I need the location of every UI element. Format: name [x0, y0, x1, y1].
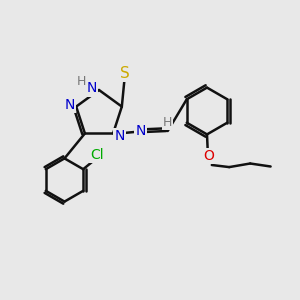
Text: Cl: Cl — [90, 148, 104, 162]
Text: N: N — [136, 124, 146, 138]
Text: H: H — [163, 116, 172, 129]
Text: N: N — [86, 82, 97, 95]
Text: O: O — [203, 149, 214, 163]
Text: N: N — [64, 98, 75, 112]
Text: H: H — [77, 75, 86, 88]
Text: S: S — [120, 66, 130, 81]
Text: N: N — [115, 129, 125, 143]
